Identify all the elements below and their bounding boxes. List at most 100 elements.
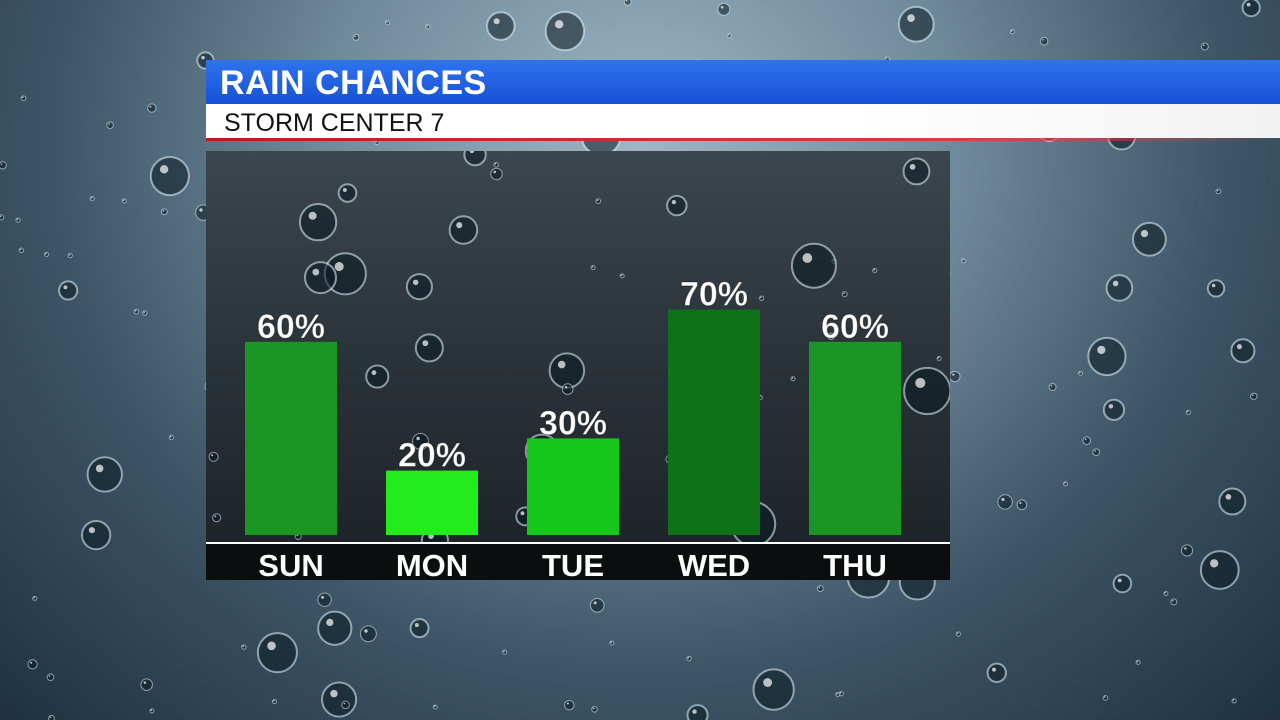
category-label-wed: WED — [678, 548, 750, 580]
raindrop-decoration — [1230, 338, 1256, 364]
raindrop-decoration — [1082, 436, 1092, 445]
subtitle-bar: STORM CENTER 7 — [206, 104, 1280, 138]
raindrop-decoration — [1215, 188, 1222, 195]
raindrop-decoration — [1087, 336, 1127, 377]
raindrop-decoration — [595, 198, 602, 204]
raindrop-decoration — [425, 24, 431, 30]
raindrop-decoration — [1105, 274, 1134, 302]
raindrop-decoration — [790, 376, 796, 382]
raindrop-decoration — [142, 310, 148, 316]
raindrop-decoration — [58, 280, 79, 301]
raindrop-decoration — [256, 632, 298, 674]
bar-mon — [386, 470, 478, 535]
raindrop-decoration — [1039, 36, 1049, 46]
raindrop-decoration — [726, 33, 732, 39]
raindrop-decoration — [27, 659, 38, 670]
raindrop-decoration — [752, 668, 795, 711]
raindrop-decoration — [1218, 487, 1247, 516]
raindrop-decoration — [903, 366, 950, 416]
raindrop-decoration — [897, 5, 935, 43]
raindrop-decoration — [149, 155, 190, 197]
raindrop-decoration — [341, 700, 350, 710]
raindrop-decoration — [67, 252, 73, 259]
raindrop-decoration — [609, 640, 615, 646]
raindrop-decoration — [686, 704, 709, 720]
raindrop-decoration — [298, 202, 338, 242]
raindrop-decoration — [121, 198, 127, 204]
raindrop-decoration — [561, 383, 574, 395]
raindrop-decoration — [548, 352, 586, 389]
raindrop-decoration — [46, 673, 55, 682]
raindrop-decoration — [591, 706, 598, 713]
raindrop-decoration — [955, 631, 961, 637]
raindrop-decoration — [590, 265, 596, 271]
raindrop-decoration — [502, 649, 508, 655]
raindrop-decoration — [20, 95, 27, 101]
bar-thu — [809, 341, 901, 535]
raindrop-decoration — [241, 644, 247, 650]
raindrop-decoration — [1231, 698, 1237, 704]
bar-sun — [245, 341, 337, 535]
bar-tue — [527, 438, 619, 535]
category-label-mon: MON — [396, 548, 468, 580]
raindrop-decoration — [412, 432, 429, 450]
raindrop-decoration — [317, 592, 332, 607]
bar-wed — [668, 309, 760, 535]
raindrop-decoration — [666, 194, 688, 217]
raindrop-decoration — [1185, 409, 1192, 415]
raindrop-decoration — [902, 157, 931, 186]
raindrop-decoration — [686, 655, 692, 662]
raindrop-decoration — [409, 618, 430, 639]
raindrop-decoration — [960, 258, 966, 264]
raindrop-decoration — [317, 610, 353, 646]
raindrop-decoration — [86, 456, 123, 493]
raindrop-decoration — [1112, 573, 1133, 594]
raindrop-decoration — [149, 708, 155, 714]
raindrop-decoration — [490, 167, 503, 181]
raindrop-decoration — [414, 333, 444, 363]
raindrop-decoration — [321, 681, 358, 718]
rain-chance-chart: 60% SUN 20% MON 30% TUE 70% WED 60% THU — [206, 151, 950, 580]
title-bar: RAIN CHANCES — [206, 60, 1280, 104]
raindrop-decoration — [835, 692, 841, 698]
raindrop-decoration — [1063, 481, 1069, 487]
raindrop-decoration — [133, 308, 140, 315]
raindrop-decoration — [168, 434, 175, 441]
raindrop-decoration — [997, 494, 1013, 510]
raindrop-decoration — [374, 139, 380, 146]
raindrop-decoration — [1206, 279, 1226, 298]
raindrop-decoration — [15, 217, 21, 223]
raindrop-decoration — [212, 513, 222, 523]
accent-line — [206, 138, 1280, 141]
raindrop-decoration — [32, 595, 38, 601]
raindrop-decoration — [208, 451, 219, 462]
raindrop-decoration — [493, 161, 499, 168]
raindrop-decoration — [352, 33, 360, 41]
category-label-thu: THU — [823, 548, 887, 580]
raindrop-decoration — [432, 704, 438, 710]
raindrop-decoration — [303, 261, 337, 295]
raindrop-decoration — [1016, 499, 1028, 511]
raindrop-decoration — [106, 121, 114, 129]
raindrop-decoration — [1009, 29, 1015, 35]
raindrop-decoration — [365, 364, 390, 389]
value-label-thu: 60% — [821, 308, 889, 346]
raindrop-decoration — [448, 215, 479, 245]
raindrop-decoration — [1102, 398, 1126, 421]
raindrop-decoration — [47, 714, 55, 720]
raindrop-decoration — [1163, 590, 1169, 597]
raindrop-decoration — [1102, 695, 1109, 701]
raindrop-decoration — [564, 699, 575, 711]
label-strip — [206, 544, 950, 580]
raindrop-decoration — [1092, 448, 1101, 456]
raindrop-decoration — [1200, 42, 1209, 51]
raindrop-decoration — [717, 2, 731, 16]
raindrop-decoration — [140, 678, 153, 691]
raindrop-decoration — [1241, 0, 1261, 18]
raindrop-decoration — [790, 242, 837, 289]
raindrop-decoration — [1199, 550, 1240, 590]
raindrop-decoration — [619, 273, 625, 279]
raindrop-decoration — [936, 355, 942, 361]
raindrop-decoration — [986, 662, 1007, 683]
raindrop-decoration — [758, 295, 765, 301]
